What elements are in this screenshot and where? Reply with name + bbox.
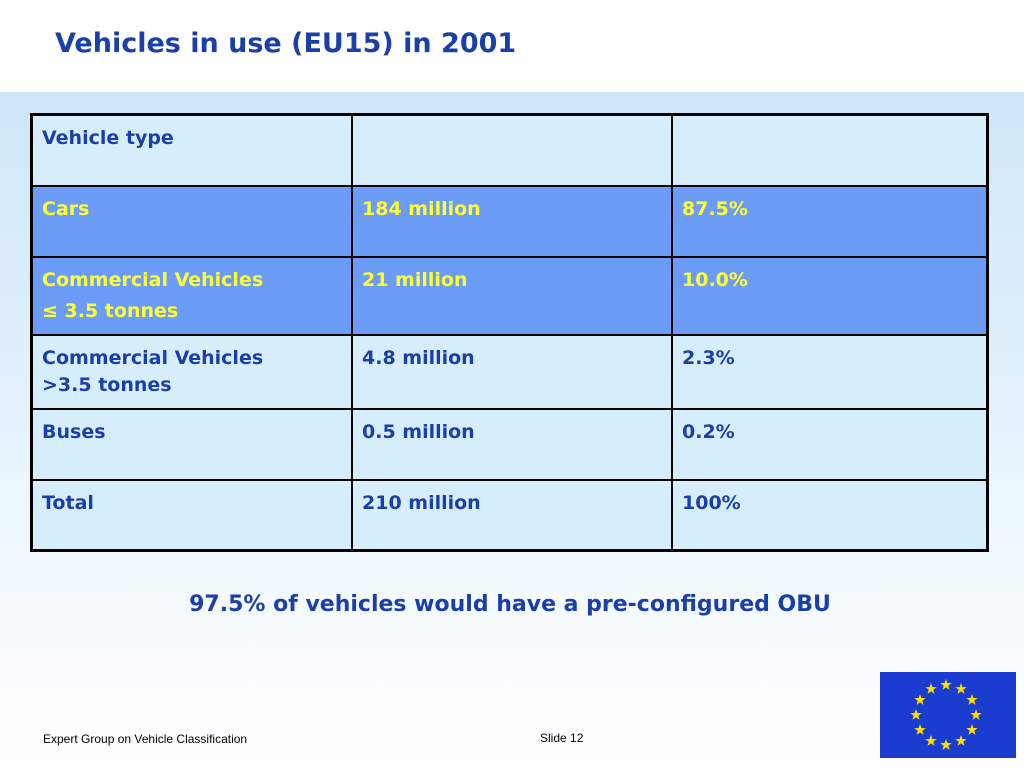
vehicle-count-cell: 0.5 million	[351, 407, 673, 481]
slide-title: Vehicles in use (EU15) in 2001	[55, 28, 517, 59]
vehicle-type-cell: Cars	[30, 184, 353, 258]
table-header-row: Vehicle type	[30, 113, 989, 187]
table-row: Total 210 million 100%	[30, 478, 989, 552]
header-cell-count	[351, 113, 673, 187]
vehicle-share-cell: 100%	[671, 478, 989, 552]
eu-flag-star	[940, 679, 952, 690]
eu-flag-star	[966, 694, 978, 705]
table-row: Cars 184 million 87.5%	[30, 184, 989, 258]
eu-flag-star	[955, 734, 967, 746]
table-row: Buses 0.5 million 0.2%	[30, 407, 989, 481]
summary-note: 97.5% of vehicles would have a pre-confi…	[189, 592, 831, 617]
vehicle-type-label: Cars	[42, 197, 90, 220]
vehicle-share-cell: 2.3%	[671, 333, 989, 410]
eu-flag-star	[910, 709, 922, 720]
vehicle-type-sublabel: ≤ 3.5 tonnes	[42, 299, 179, 322]
vehicle-share-cell: 10.0%	[671, 255, 989, 336]
eu-flag-star	[966, 724, 978, 735]
table-row: Commercial Vehicles ≤ 3.5 tonnes 21 mill…	[30, 255, 989, 336]
vehicle-type-cell: Commercial Vehicles >3.5 tonnes	[30, 333, 353, 410]
vehicle-type-label: Commercial Vehicles	[42, 268, 264, 291]
eu-flag-star	[914, 724, 926, 735]
eu-flag-star	[914, 694, 926, 705]
vehicle-count-cell: 184 million	[351, 184, 673, 258]
vehicle-count-cell: 210 million	[351, 478, 673, 552]
eu-flag-star	[940, 739, 952, 750]
vehicle-type-label: Commercial Vehicles	[42, 346, 264, 369]
vehicle-table: Vehicle type Cars 184 million 87.5% Comm…	[30, 113, 989, 552]
header-cell-vehicle-type: Vehicle type	[30, 113, 353, 187]
eu-flag-star	[955, 683, 967, 694]
eu-flag-star	[925, 683, 937, 694]
vehicle-type-label: Buses	[42, 420, 106, 443]
vehicle-type-sublabel: >3.5 tonnes	[42, 373, 172, 396]
vehicle-count-cell: 4.8 million	[351, 333, 673, 410]
vehicle-count-cell: 21 million	[351, 255, 673, 336]
vehicle-type-cell: Total	[30, 478, 353, 552]
vehicle-share-cell: 87.5%	[671, 184, 989, 258]
slide-number: Slide 12	[540, 731, 584, 745]
vehicle-share-cell: 0.2%	[671, 407, 989, 481]
eu-flag-graphic	[910, 679, 982, 750]
header-cell-share	[671, 113, 989, 187]
eu-flag-star	[925, 734, 937, 746]
title-bar: Vehicles in use (EU15) in 2001	[0, 0, 1024, 92]
vehicle-type-cell: Commercial Vehicles ≤ 3.5 tonnes	[30, 255, 353, 336]
eu-flag-icon	[880, 672, 1016, 758]
eu-flag-star	[970, 709, 982, 720]
vehicle-type-label: Total	[42, 491, 94, 514]
table-row: Commercial Vehicles >3.5 tonnes 4.8 mill…	[30, 333, 989, 410]
footer-text: Expert Group on Vehicle Classification	[43, 732, 248, 746]
vehicle-type-cell: Buses	[30, 407, 353, 481]
